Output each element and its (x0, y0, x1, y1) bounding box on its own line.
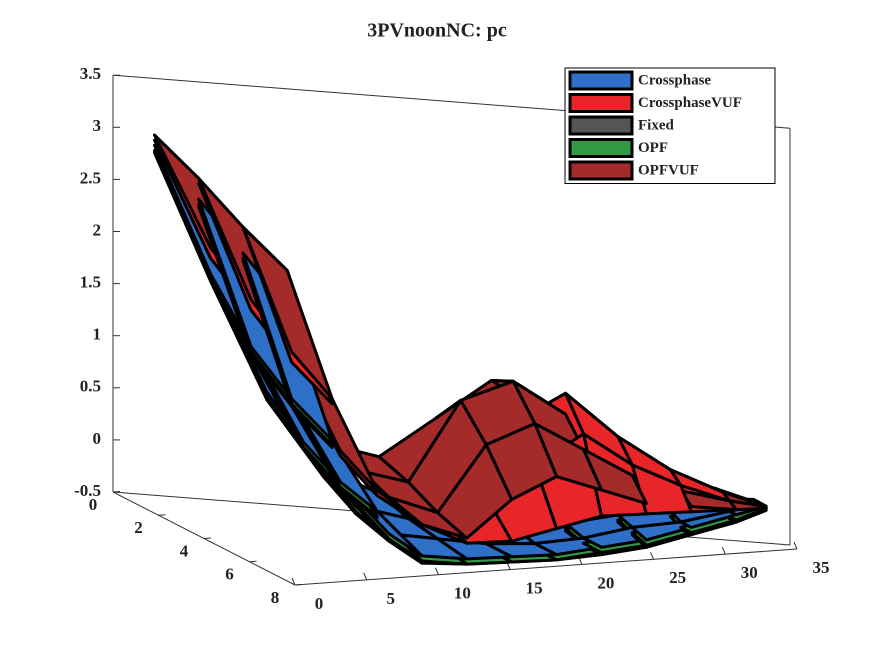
x-tick-label: 10 (454, 584, 471, 603)
legend-swatch (568, 70, 634, 91)
z-tick-label: 0 (93, 429, 102, 448)
x-tick-label: 25 (669, 568, 686, 587)
z-tick-label: 2.5 (80, 168, 101, 187)
y-tick-label: 2 (134, 518, 143, 537)
x-tick-label: 0 (315, 594, 324, 613)
chart-title: 3PVnoonNC: pc (367, 20, 507, 42)
z-tick-label: 2 (93, 220, 102, 239)
x-tick-label: 5 (386, 589, 395, 608)
x-tick (506, 562, 511, 570)
legend-label: OPFVUF (638, 162, 699, 178)
legend-swatch (568, 138, 634, 158)
x-tick (434, 567, 439, 575)
x-tick (650, 552, 655, 560)
y-tick (203, 537, 212, 539)
x-tick-label: 35 (813, 558, 830, 577)
legend-swatch (568, 93, 634, 113)
legend-label: Crossphase (638, 72, 711, 88)
x-axis (294, 548, 798, 586)
x-tick (793, 541, 798, 550)
surface-patch (241, 225, 334, 401)
surfaces (152, 133, 768, 566)
x-tick (291, 577, 296, 586)
z-tick-label: -0.5 (74, 481, 101, 500)
y-tick-label: 6 (225, 565, 234, 584)
surface-patch (484, 422, 559, 501)
legend-label: Fixed (638, 117, 674, 133)
legend-label: CrossphaseVUF (638, 95, 742, 111)
legend-label: OPF (638, 140, 668, 156)
y-tick (294, 584, 303, 586)
z-tick-label: 3 (93, 116, 102, 135)
z-tick-label: 0.5 (80, 377, 101, 396)
y-tick-label: 8 (271, 588, 280, 607)
x-tick-label: 15 (526, 578, 543, 597)
y-tick-label: 4 (180, 541, 189, 560)
z-tick-label: 1.5 (80, 273, 101, 292)
x-tick-label: 30 (741, 563, 758, 582)
y-tick (112, 491, 121, 493)
x-tick (363, 572, 368, 581)
z-tick-label: 1 (93, 325, 102, 344)
z-tick-label: 3.5 (80, 64, 101, 83)
y-tick (158, 514, 166, 516)
legend-swatch (568, 160, 634, 181)
y-tick (249, 560, 257, 563)
legend-swatch (568, 115, 634, 136)
x-tick-label: 20 (597, 573, 614, 592)
y-tick-label: 0 (89, 495, 98, 514)
x-tick (721, 546, 726, 555)
